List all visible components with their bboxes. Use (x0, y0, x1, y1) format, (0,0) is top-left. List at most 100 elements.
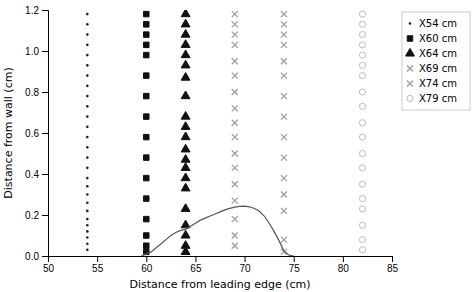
point (144, 52, 149, 57)
legend-symbol (407, 81, 413, 87)
point-shape (144, 243, 149, 248)
series (359, 11, 365, 253)
series (232, 11, 238, 249)
legend-symbol (409, 22, 412, 25)
legend-item: X79 cm (407, 93, 457, 104)
point (181, 73, 190, 81)
point (359, 150, 365, 156)
point-shape (359, 52, 365, 58)
point-shape (281, 93, 287, 99)
x-tick: 55 (92, 256, 104, 274)
point-shape (181, 40, 190, 48)
point (144, 216, 149, 221)
point-shape (86, 218, 89, 221)
point-shape (359, 62, 365, 68)
point (181, 10, 190, 17)
point (232, 11, 238, 17)
x-tick: 60 (141, 256, 153, 274)
x-axis-title: Distance from leading edge (cm) (129, 278, 310, 291)
legend-box (402, 12, 470, 110)
x-tick-label: 60 (141, 263, 153, 274)
y-tick-label: 1.0 (25, 46, 39, 57)
point (86, 177, 89, 180)
point (281, 192, 287, 198)
point (144, 73, 149, 78)
point (359, 32, 365, 38)
point-shape (86, 177, 89, 180)
point (86, 85, 89, 88)
point (281, 208, 287, 214)
point-shape (181, 204, 190, 212)
y-tick-mark (42, 10, 48, 11)
point-shape (86, 236, 89, 239)
point (181, 204, 190, 212)
point-shape (359, 73, 365, 79)
point (232, 216, 238, 222)
point (86, 201, 89, 204)
legend-label: X60 cm (419, 33, 457, 44)
x-tick: 85 (387, 256, 399, 274)
point-shape (86, 156, 89, 159)
x-tick-label: 55 (92, 263, 104, 274)
point (232, 233, 238, 239)
point (181, 122, 190, 130)
x-tick-mark (245, 256, 246, 262)
point (144, 233, 149, 238)
point-shape (144, 52, 149, 57)
y-tick: 0.4 (25, 169, 48, 180)
point (144, 196, 149, 201)
point (86, 230, 89, 233)
point (181, 155, 190, 163)
point-shape (281, 11, 287, 17)
point-shape (359, 150, 365, 156)
x-tick-label: 70 (240, 263, 252, 274)
point-shape (281, 114, 287, 120)
point-shape (181, 19, 190, 27)
point (144, 42, 149, 47)
point (232, 42, 238, 48)
x-axis-line (49, 257, 393, 263)
point-shape (86, 64, 89, 67)
point-shape (181, 50, 190, 58)
point (86, 23, 89, 26)
point (232, 105, 238, 111)
point-shape (359, 11, 365, 17)
y-tick: 0.6 (25, 128, 48, 139)
point-shape (359, 247, 365, 253)
point (181, 163, 190, 171)
y-tick-label: 0.4 (25, 169, 39, 180)
point (181, 220, 190, 228)
plot: 50556065707580850.00.20.40.60.81.01.2 (25, 5, 398, 274)
point-shape (359, 134, 365, 140)
y-tick-label: 0.6 (25, 128, 39, 139)
point-shape (359, 181, 365, 187)
point (181, 40, 190, 48)
x-tick: 50 (43, 256, 55, 274)
legend: X54 cmX60 cmX64 cmX69 cmX74 cmX79 cm (402, 12, 470, 110)
point-shape (86, 74, 89, 77)
y-tick-label: 0.2 (25, 210, 39, 221)
point (181, 173, 190, 181)
point (86, 236, 89, 239)
point (86, 218, 89, 221)
x-tick: 75 (289, 256, 301, 274)
point-shape (144, 22, 149, 27)
point (86, 13, 89, 16)
point-shape (232, 11, 238, 17)
y-tick: 0.2 (25, 210, 48, 221)
point (144, 243, 149, 248)
point (281, 114, 287, 120)
x-tick-label: 75 (289, 263, 301, 274)
point (86, 185, 89, 188)
point (359, 165, 365, 171)
legend-symbol-shape (407, 36, 412, 41)
point (281, 237, 287, 243)
point-shape (144, 155, 149, 160)
x-tick: 65 (190, 256, 202, 274)
point (144, 93, 149, 98)
point-shape (86, 33, 89, 36)
point-shape (232, 58, 238, 64)
point-shape (281, 208, 287, 214)
point-shape (232, 73, 238, 79)
point-shape (144, 233, 149, 238)
